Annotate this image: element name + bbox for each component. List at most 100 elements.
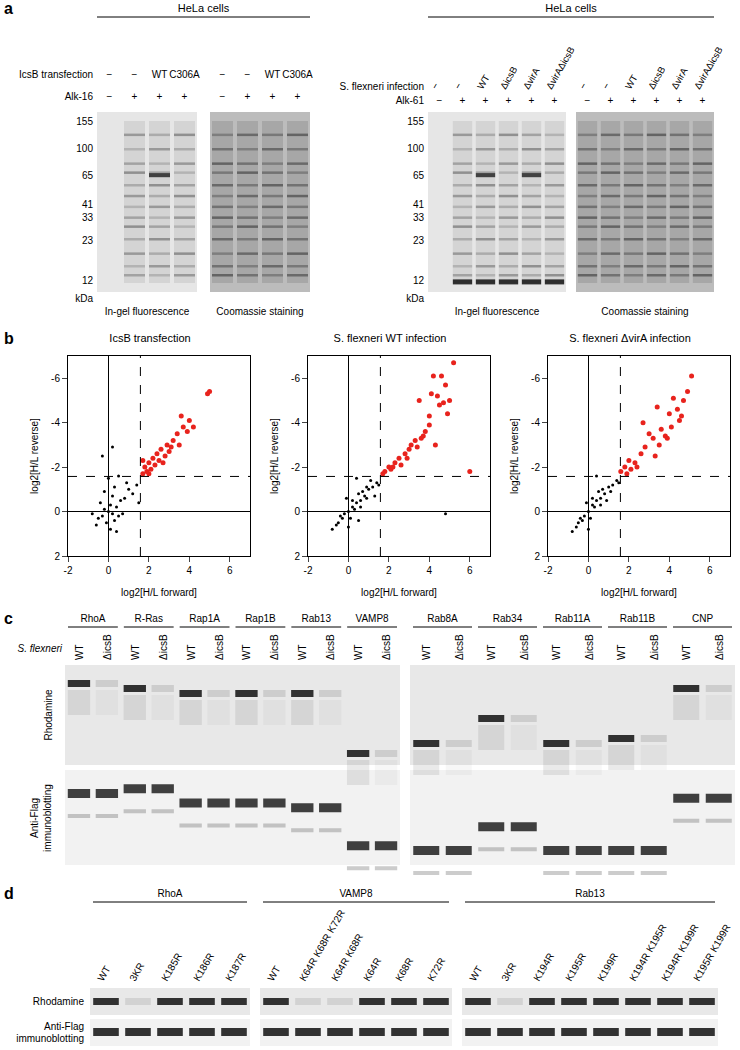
svg-text:+: +: [270, 91, 276, 102]
svg-text:K64R: K64R: [361, 956, 383, 983]
svg-text:2: 2: [626, 565, 632, 576]
svg-text:WT: WT: [486, 644, 497, 660]
svg-text:C306A: C306A: [169, 69, 200, 80]
svg-text:ΔvirAΔicsB: ΔvirAΔicsB: [544, 45, 577, 91]
svg-text:CNP: CNP: [692, 613, 713, 624]
svg-text:33: 33: [82, 212, 94, 223]
svg-text:2: 2: [534, 551, 540, 562]
svg-text:WT: WT: [265, 69, 281, 80]
svg-text:WT: WT: [241, 644, 252, 660]
svg-text:RhoA: RhoA: [157, 888, 182, 899]
svg-text:Rab13: Rab13: [575, 888, 605, 899]
svg-text:Rab13: Rab13: [302, 613, 332, 624]
svg-text:log2[H/L forward]: log2[H/L forward]: [121, 587, 197, 598]
svg-text:HeLa cells: HeLa cells: [545, 2, 597, 14]
svg-text:-2: -2: [544, 565, 553, 576]
svg-text:6: 6: [707, 565, 713, 576]
svg-text:41: 41: [413, 199, 425, 210]
svg-text:WT: WT: [353, 644, 364, 660]
svg-text:WT: WT: [265, 964, 282, 983]
svg-text:+: +: [506, 95, 512, 106]
svg-text:−: −: [107, 69, 113, 80]
svg-text:Rap1A: Rap1A: [189, 613, 220, 624]
svg-text:+: +: [631, 95, 637, 106]
svg-text:S. flexneri WT infection: S. flexneri WT infection: [334, 332, 447, 344]
svg-text:log2[H/L reverse]: log2[H/L reverse]: [269, 418, 280, 494]
svg-text:K195R: K195R: [563, 951, 588, 983]
svg-text:+: +: [483, 95, 489, 106]
svg-text:ΔicsB: ΔicsB: [214, 634, 225, 660]
svg-text:WT: WT: [681, 644, 692, 660]
svg-text:0: 0: [586, 565, 592, 576]
svg-text:ΔicsB: ΔicsB: [325, 634, 336, 660]
svg-text:2: 2: [294, 551, 300, 562]
svg-text:−: −: [585, 95, 591, 106]
svg-text:+: +: [460, 95, 466, 106]
svg-text:41: 41: [82, 199, 94, 210]
svg-text:WT: WT: [616, 644, 627, 660]
svg-text:+: +: [132, 91, 138, 102]
svg-text:Rab34: Rab34: [493, 613, 523, 624]
svg-text:-2: -2: [291, 462, 300, 473]
svg-text:Rab11A: Rab11A: [555, 613, 591, 624]
svg-text:-4: -4: [51, 417, 60, 428]
svg-text:-2: -2: [531, 462, 540, 473]
svg-text:12: 12: [82, 275, 94, 286]
svg-text:ΔicsB: ΔicsB: [269, 634, 280, 660]
svg-text:Coomassie staining: Coomassie staining: [216, 306, 303, 317]
svg-text:+: +: [295, 91, 301, 102]
svg-text:23: 23: [82, 235, 94, 246]
svg-text:0: 0: [346, 565, 352, 576]
svg-text:S. flexneri infection: S. flexneri infection: [340, 81, 425, 92]
svg-text:K185R: K185R: [159, 951, 184, 983]
svg-text:WT: WT: [130, 644, 141, 660]
svg-text:IcsB transfection: IcsB transfection: [109, 332, 190, 344]
svg-text:ΔicsB: ΔicsB: [102, 634, 113, 660]
svg-text:ΔvirA: ΔvirA: [669, 65, 690, 91]
svg-text:b: b: [4, 330, 14, 347]
svg-text:WT: WT: [297, 644, 308, 660]
svg-text:K68R: K68R: [393, 956, 415, 983]
svg-text:Rhodamine: Rhodamine: [43, 689, 54, 741]
svg-text:−: −: [220, 69, 226, 80]
svg-text:VAMP8: VAMP8: [339, 888, 373, 899]
svg-text:4: 4: [667, 565, 673, 576]
svg-text:0: 0: [54, 506, 60, 517]
svg-text:WT: WT: [623, 73, 640, 91]
svg-text:-6: -6: [291, 373, 300, 384]
svg-text:WT: WT: [551, 644, 562, 660]
svg-text:K72R: K72R: [425, 956, 447, 983]
svg-text:ΔicsB: ΔicsB: [158, 634, 169, 660]
svg-text:K186R: K186R: [191, 951, 216, 983]
svg-text:4: 4: [427, 565, 433, 576]
svg-text:100: 100: [76, 143, 93, 154]
svg-text:log2[H/L forward]: log2[H/L forward]: [601, 587, 677, 598]
svg-text:65: 65: [82, 170, 94, 181]
svg-text:−: −: [452, 80, 465, 91]
svg-text:-2: -2: [304, 565, 313, 576]
svg-text:−: −: [220, 91, 226, 102]
svg-text:Alk-61: Alk-61: [396, 95, 425, 106]
svg-text:In-gel fluorescence: In-gel fluorescence: [105, 306, 190, 317]
svg-text:−: −: [600, 80, 613, 91]
svg-text:Rap1B: Rap1B: [245, 613, 276, 624]
svg-text:R-Ras: R-Ras: [135, 613, 163, 624]
svg-text:4: 4: [187, 565, 193, 576]
svg-text:Rab11B: Rab11B: [620, 613, 656, 624]
svg-text:+: +: [552, 95, 558, 106]
svg-text:+: +: [608, 95, 614, 106]
svg-text:155: 155: [76, 116, 93, 127]
svg-text:6: 6: [467, 565, 473, 576]
svg-text:3KR: 3KR: [127, 961, 146, 983]
svg-text:S. flexneri ΔvirA infection: S. flexneri ΔvirA infection: [569, 332, 691, 344]
svg-text:HeLa cells: HeLa cells: [178, 2, 230, 14]
svg-text:WT: WT: [95, 964, 112, 983]
svg-text:23: 23: [413, 235, 425, 246]
svg-text:K195R K199R: K195R K199R: [691, 922, 732, 983]
svg-text:ΔicsB: ΔicsB: [454, 634, 465, 660]
svg-text:2: 2: [386, 565, 392, 576]
svg-text:log2[H/L reverse]: log2[H/L reverse]: [29, 418, 40, 494]
svg-text:WT: WT: [421, 644, 432, 660]
svg-text:-2: -2: [64, 565, 73, 576]
svg-text:d: d: [4, 885, 14, 902]
